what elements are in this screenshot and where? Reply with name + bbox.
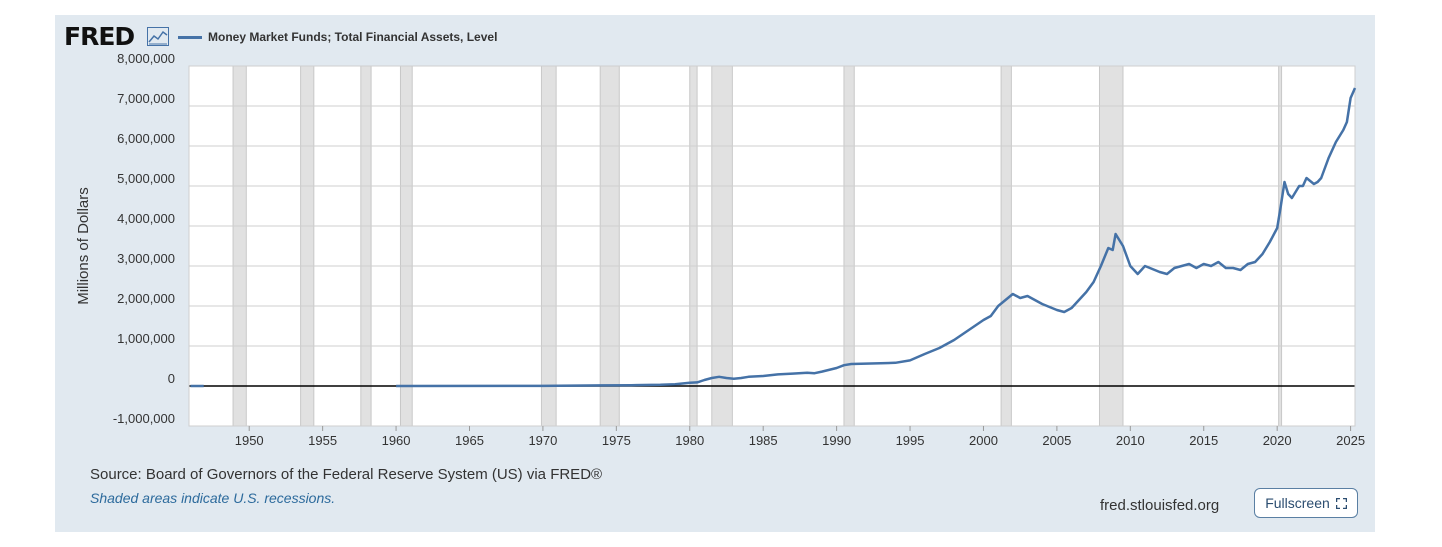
recession-shade [300, 65, 315, 427]
x-tick-label: 1995 [896, 433, 925, 448]
x-tick-label: 1975 [602, 433, 631, 448]
x-tick-label: 2000 [969, 433, 998, 448]
y-tick-label: 5,000,000 [117, 171, 175, 186]
x-tick-label: 1985 [749, 433, 778, 448]
x-tick-label: 1980 [675, 433, 704, 448]
y-tick-label: 6,000,000 [117, 131, 175, 146]
site-link[interactable]: fred.stlouisfed.org [1100, 497, 1220, 514]
y-tick-label: 0 [168, 371, 175, 386]
x-tick-label: 1960 [382, 433, 411, 448]
chart-legend: Money Market Funds; Total Financial Asse… [178, 30, 497, 44]
recession-shade [1098, 65, 1124, 427]
recession-shade [540, 65, 557, 427]
y-tick-label: 1,000,000 [117, 331, 175, 346]
y-axis-label: Millions of Dollars [75, 187, 92, 305]
x-tick-label: 1965 [455, 433, 484, 448]
x-tick-label: 2025 [1336, 433, 1365, 448]
recession-shade [711, 65, 733, 427]
y-tick-label: 8,000,000 [117, 51, 175, 66]
x-tick-label: 2015 [1189, 433, 1218, 448]
recession-shade [689, 65, 698, 427]
fullscreen-icon [1335, 497, 1347, 509]
legend-series-title[interactable]: Money Market Funds; Total Financial Asse… [208, 30, 498, 44]
recession-shade [399, 65, 413, 427]
source-text: Source: Board of Governors of the Federa… [90, 466, 603, 483]
line-chart-icon [147, 27, 169, 46]
recession-shade [360, 65, 372, 427]
x-tick-label: 2020 [1263, 433, 1292, 448]
recession-shade [843, 65, 855, 427]
fullscreen-button[interactable]: Fullscreen [1254, 488, 1358, 518]
recession-shade [599, 65, 620, 427]
series-line [190, 87, 1357, 388]
x-tick-label: 1955 [308, 433, 337, 448]
y-tick-label: 7,000,000 [117, 91, 175, 106]
fred-logo[interactable]: FRED [64, 22, 135, 51]
fullscreen-label: Fullscreen [1265, 495, 1330, 511]
y-tick-label: 4,000,000 [117, 211, 175, 226]
recession-shade [1000, 65, 1012, 427]
x-tick-label: 1990 [822, 433, 851, 448]
x-tick-label: 2005 [1042, 433, 1071, 448]
legend-swatch [178, 35, 202, 39]
x-tick-label: 2010 [1116, 433, 1145, 448]
recession-note: Shaded areas indicate U.S. recessions. [90, 490, 336, 506]
x-tick-label: 1950 [235, 433, 264, 448]
recession-shade [232, 65, 247, 427]
y-tick-label: -1,000,000 [113, 411, 175, 426]
plot-border [188, 65, 1356, 427]
recession-shade [1278, 65, 1283, 427]
y-tick-label: 2,000,000 [117, 291, 175, 306]
plot-area [189, 66, 1355, 426]
x-tick-label: 1970 [528, 433, 557, 448]
y-tick-label: 3,000,000 [117, 251, 175, 266]
